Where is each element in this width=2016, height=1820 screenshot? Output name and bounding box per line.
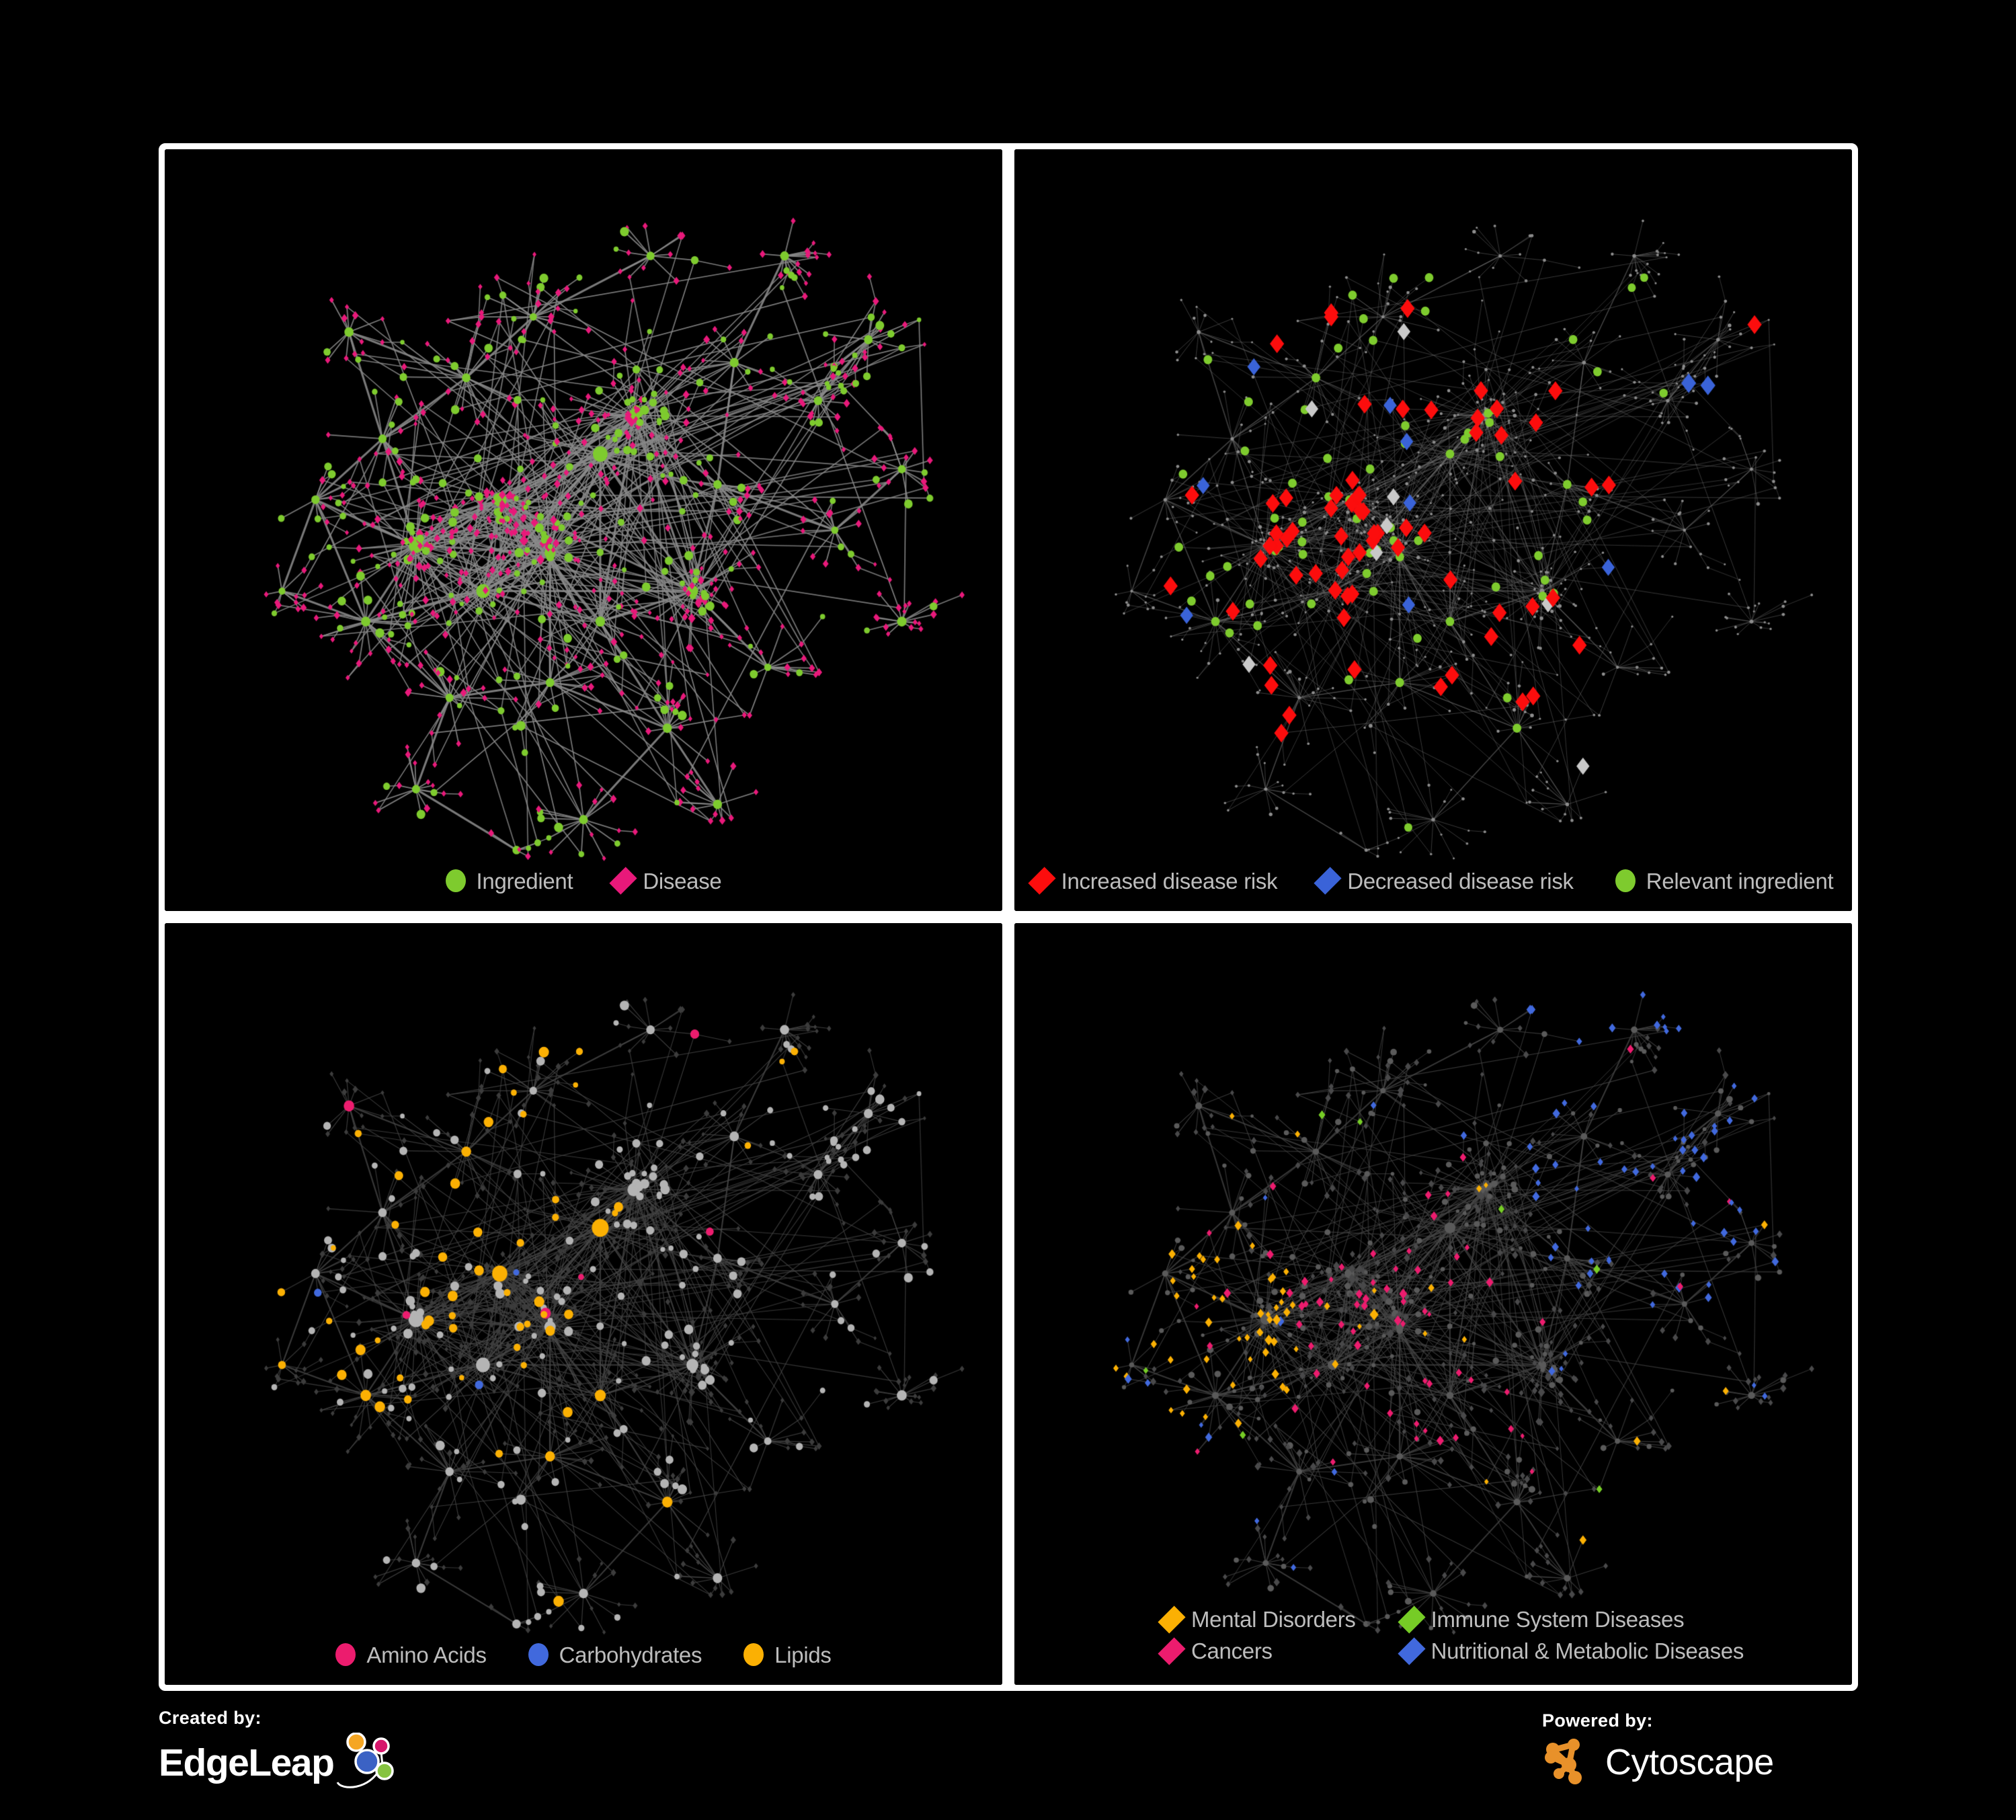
legend-item-label: Disease [643,868,722,894]
network-canvas-disease-risk[interactable] [1014,149,1852,911]
legend-item-label: Mental Disorders [1191,1607,1356,1632]
panel-grid: Ingredient Disease Increased disease risk… [159,143,1858,1691]
circle-marker-icon [528,1643,549,1666]
legend-ingredient-disease: Ingredient Disease [165,867,1002,895]
legend-disease-classes: Mental Disorders Immune System Diseases Ca… [1014,1605,1852,1665]
created-by-branding: Created by: EdgeLeap [159,1708,401,1794]
cytoscape-wordmark: Cytoscape [1605,1741,1774,1782]
circle-marker-icon [445,869,466,892]
legend-item-label: Lipids [774,1642,832,1667]
circle-marker-icon [335,1643,356,1666]
legend-item: Increased disease risk [1028,867,1278,895]
edgeleap-wordmark: EdgeLeap [159,1741,335,1784]
legend-item-label: Relevant ingredient [1646,868,1834,894]
legend-item: Immune System Diseases [1398,1605,1685,1634]
legend-item-label: Carbohydrates [559,1642,702,1667]
legend-item: Mental Disorders [1158,1605,1356,1634]
legend-item-label: Immune System Diseases [1430,1607,1685,1632]
diamond-marker-icon [1158,1605,1186,1634]
powered-by-branding: Powered by: [1542,1710,1774,1788]
diamond-marker-icon [1158,1636,1186,1665]
powered-by-kicker: Powered by: [1542,1710,1653,1731]
edgeleap-logo[interactable]: EdgeLeap [159,1732,401,1794]
legend-item: Lipids [743,1642,832,1667]
diamond-marker-icon [1398,1636,1426,1665]
diamond-marker-icon [609,867,637,895]
legend-item: Relevant ingredient [1615,869,1834,892]
legend-item: Cancers [1158,1636,1273,1665]
legend-nutrient-classes: Amino Acids Carbohydrates Lipids [165,1643,1002,1666]
legend-item: Nutritional & Metabolic Diseases [1398,1636,1744,1665]
legend-item-label: Cancers [1191,1638,1273,1663]
legend-disease-risk: Increased disease risk Decreased disease … [1014,867,1852,895]
footer: Created by: EdgeLeap [159,1708,1858,1809]
legend-item: Amino Acids [335,1642,487,1667]
diamond-marker-icon [1314,867,1342,895]
legend-item: Disease [609,867,722,895]
panel-disease-classes[interactable]: Mental Disorders Immune System Diseases Ca… [1014,923,1852,1685]
legend-item-label: Decreased disease risk [1347,868,1574,894]
legend-item-label: Increased disease risk [1061,868,1278,894]
panel-disease-risk[interactable]: Increased disease risk Decreased disease … [1014,149,1852,911]
diamond-marker-icon [1398,1605,1426,1634]
diamond-marker-icon [1028,867,1056,895]
cytoscape-logo[interactable]: Cytoscape [1542,1735,1774,1788]
legend-item-label: Nutritional & Metabolic Diseases [1430,1638,1744,1663]
legend-item: Ingredient [445,868,573,894]
network-canvas-nutrient-classes[interactable] [165,923,1002,1685]
cytoscape-node-graph-icon [1542,1735,1595,1788]
edgeleap-node-graph-icon [336,1732,401,1794]
circle-marker-icon [1615,869,1636,892]
network-canvas-ingredient-disease[interactable] [165,149,1002,911]
panel-nutrient-classes[interactable]: Amino Acids Carbohydrates Lipids [165,923,1002,1685]
circle-marker-icon [743,1643,764,1666]
legend-item-label: Ingredient [476,868,573,894]
network-canvas-disease-classes[interactable] [1014,923,1852,1685]
created-by-kicker: Created by: [159,1708,261,1728]
legend-item: Decreased disease risk [1314,867,1574,895]
panel-ingredient-disease[interactable]: Ingredient Disease [165,149,1002,911]
legend-item-label: Amino Acids [366,1642,487,1667]
legend-item: Carbohydrates [528,1643,702,1666]
